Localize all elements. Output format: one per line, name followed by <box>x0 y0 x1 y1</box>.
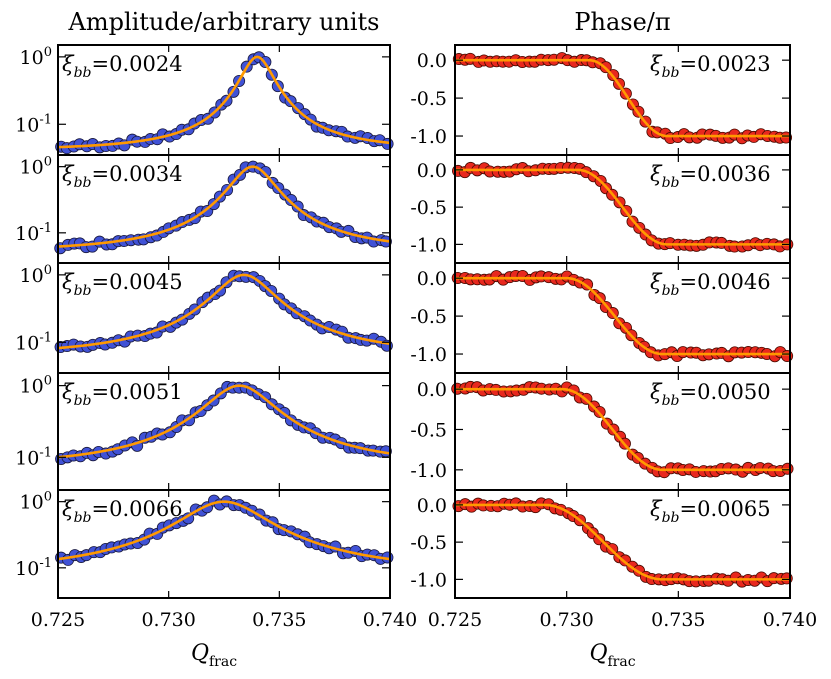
y-tick-label: -0.5 <box>410 419 447 441</box>
y-tick-label: 100 <box>20 263 52 287</box>
phase-panel-3: 0.0 -0.5 -1.0 ξbb=0.0046 <box>410 262 794 374</box>
y-tick-label: 0.0 <box>417 160 447 182</box>
x-axis-label: Qfrac <box>589 641 635 670</box>
fit-curve <box>455 387 790 472</box>
xi-bb-annotation: ξbb=0.0023 <box>650 52 771 81</box>
fit-curve <box>455 503 790 581</box>
xi-bb-annotation: ξbb=0.0065 <box>650 497 771 526</box>
xi-bb-annotation: ξbb=0.0066 <box>62 497 183 526</box>
fit-curve <box>57 165 391 248</box>
x-tick-label: 0.725 <box>428 609 482 631</box>
x-axes: 0.725 0.730 0.735 0.740 Qfrac 0.725 0.730 0.735… <box>31 609 817 670</box>
x-tick-label: 0.740 <box>363 609 417 631</box>
fit-curve <box>455 276 790 356</box>
fit-curve <box>57 384 391 459</box>
xi-bb-annotation: ξbb=0.0050 <box>650 380 771 409</box>
x-tick-label: 0.735 <box>252 609 306 631</box>
phase-panel-1: 0.0 -0.5 -1.0 ξbb=0.0023 <box>410 44 793 156</box>
y-tick-label: -1.0 <box>410 126 447 148</box>
y-tick-label: -1.0 <box>410 460 447 482</box>
x-tick-label: 0.725 <box>31 609 85 631</box>
y-tick-label: -0.5 <box>410 197 447 219</box>
data-point <box>781 349 794 362</box>
fit-curve <box>57 273 391 350</box>
xi-bb-annotation: ξbb=0.0024 <box>62 52 183 81</box>
y-tick-label: 10-1 <box>15 330 52 354</box>
amplitude-panel-2: 100 10-1 ξbb=0.0034 <box>15 154 392 264</box>
y-tick-label: -1.0 <box>410 569 447 591</box>
amplitude-panel-4: 100 10-1 ξbb=0.0051 <box>15 372 392 491</box>
y-tick-label: 0.0 <box>417 268 447 290</box>
xi-bb-annotation: ξbb=0.0051 <box>62 380 183 409</box>
amplitude-panel-3: 100 10-1 ξbb=0.0045 <box>15 262 393 374</box>
data-point <box>780 131 793 144</box>
column-titles: Amplitude/arbitrary units Phase/π <box>67 8 670 36</box>
x-axis-label: Qfrac <box>191 641 237 670</box>
data-point <box>259 165 272 178</box>
panels: 100 10-1 ξbb=0.0024 100 10-1 ξbb=0.0034 100 10-… <box>15 44 794 599</box>
axes-frame <box>454 489 791 599</box>
y-tick-label: 10-1 <box>15 112 52 136</box>
y-tick-label: 10-1 <box>15 221 52 245</box>
y-tick-label: 0.0 <box>417 495 447 517</box>
xi-bb-annotation: ξbb=0.0045 <box>62 270 183 299</box>
y-tick-label: 100 <box>20 155 52 179</box>
amplitude-panel-1: 100 10-1 ξbb=0.0024 <box>15 44 394 156</box>
y-tick-label: -0.5 <box>410 306 447 328</box>
axes-frame <box>57 489 391 599</box>
fit-curve <box>455 168 790 246</box>
y-tick-label: 0.0 <box>417 379 447 401</box>
phase-panel-5: 0.0 -0.5 -1.0 ξbb=0.0065 <box>410 489 793 599</box>
fit-curve <box>57 55 391 149</box>
y-tick-label: -1.0 <box>410 234 447 256</box>
y-tick-label: 100 <box>20 45 52 69</box>
phase-panel-4: 0.0 -0.5 -1.0 ξbb=0.0050 <box>410 372 794 491</box>
x-tick-label: 0.730 <box>539 609 593 631</box>
x-tick-label: 0.740 <box>763 609 817 631</box>
fit-curve <box>57 500 391 561</box>
phase-panel-2: 0.0 -0.5 -1.0 ξbb=0.0036 <box>410 154 794 264</box>
y-tick-label: -1.0 <box>410 344 447 366</box>
y-tick-label: 10-1 <box>15 445 52 469</box>
y-tick-label: 0.0 <box>417 50 447 72</box>
y-tick-label: 100 <box>20 374 52 398</box>
fit-curve <box>455 58 790 138</box>
xi-bb-annotation: ξbb=0.0046 <box>650 270 771 299</box>
x-tick-label: 0.730 <box>141 609 195 631</box>
y-tick-label: 100 <box>20 490 52 514</box>
y-tick-label: -0.5 <box>410 88 447 110</box>
phase-column-title: Phase/π <box>574 8 670 36</box>
amplitude-column-title: Amplitude/arbitrary units <box>67 8 379 36</box>
x-tick-label: 0.735 <box>651 609 705 631</box>
y-tick-label: -0.5 <box>410 532 447 554</box>
amplitude-panel-5: 100 10-1 ξbb=0.0066 <box>15 489 394 599</box>
xi-bb-annotation: ξbb=0.0034 <box>62 162 183 191</box>
y-tick-label: 10-1 <box>15 556 52 580</box>
xi-bb-annotation: ξbb=0.0036 <box>650 162 771 191</box>
